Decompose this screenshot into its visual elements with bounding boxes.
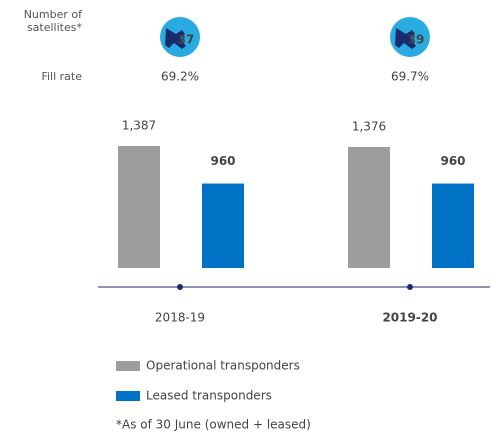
fill-rate-value: 69.7% bbox=[391, 70, 429, 84]
satellite-count: 37 bbox=[178, 33, 195, 47]
bar bbox=[202, 183, 244, 268]
x-tick-label: 2018-19 bbox=[155, 311, 205, 325]
satellite-count: 39 bbox=[408, 33, 425, 47]
fill-rate-label: Fill rate bbox=[41, 70, 82, 83]
x-tick-label: 2019-20 bbox=[382, 311, 437, 325]
footnote: *As of 30 June (owned + leased) bbox=[116, 418, 311, 432]
legend-swatch bbox=[116, 361, 140, 371]
legend-label: Operational transponders bbox=[146, 359, 300, 373]
bar bbox=[432, 183, 474, 268]
axis-dot bbox=[407, 284, 413, 290]
legend-label: Leased transponders bbox=[146, 389, 272, 403]
axis-dot bbox=[177, 284, 183, 290]
satellite-icon bbox=[395, 28, 416, 49]
satellite-icon bbox=[165, 28, 186, 49]
fill-rate-value: 69.2% bbox=[161, 70, 199, 84]
bar bbox=[348, 146, 390, 268]
bar bbox=[118, 146, 160, 268]
value-label: 1,376 bbox=[352, 119, 386, 133]
value-label: 960 bbox=[440, 154, 465, 168]
legend-swatch bbox=[116, 391, 140, 401]
value-label: 1,387 bbox=[122, 119, 156, 133]
satellites-label: Number of satellites* bbox=[23, 8, 82, 34]
value-label: 960 bbox=[210, 154, 235, 168]
